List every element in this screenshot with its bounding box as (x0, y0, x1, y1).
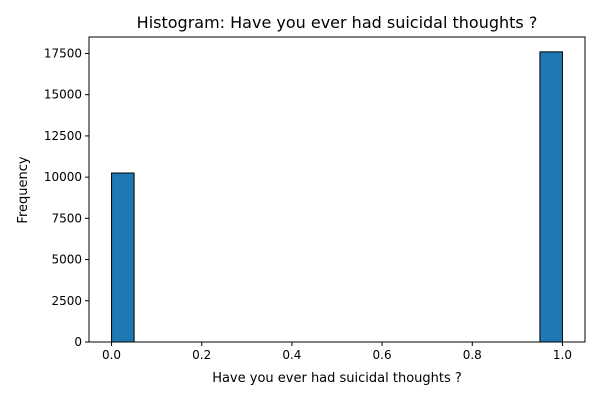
x-tick-label: 0.4 (282, 348, 301, 362)
y-axis-label: Frequency (16, 156, 31, 223)
y-tick-label: 17500 (44, 46, 82, 60)
histogram-bar-1 (539, 51, 563, 343)
x-tick-label: 0.6 (373, 348, 392, 362)
y-tick-label: 5000 (51, 253, 82, 267)
y-tick-label: 0 (74, 335, 82, 349)
x-axis-ticks: 0.0 0.2 0.4 0.6 0.8 1.0 (102, 342, 572, 362)
y-tick-label: 10000 (44, 170, 82, 184)
chart-title: Histogram: Have you ever had suicidal th… (137, 13, 538, 32)
histogram-bar-0 (111, 172, 135, 343)
plot-frame (88, 36, 586, 343)
y-tick-label: 7500 (51, 211, 82, 225)
y-axis-ticks: 0 2500 5000 7500 10000 12500 15000 17500 (44, 46, 89, 349)
y-tick-label: 12500 (44, 129, 82, 143)
y-tick-label: 15000 (44, 88, 82, 102)
x-tick-label: 0.8 (463, 348, 482, 362)
x-tick-label: 1.0 (553, 348, 572, 362)
y-tick-label: 2500 (51, 294, 82, 308)
x-axis-label: Have you ever had suicidal thoughts ? (212, 371, 462, 386)
x-tick-label: 0.0 (102, 348, 121, 362)
bars-group (111, 51, 563, 343)
x-tick-label: 0.2 (192, 348, 211, 362)
